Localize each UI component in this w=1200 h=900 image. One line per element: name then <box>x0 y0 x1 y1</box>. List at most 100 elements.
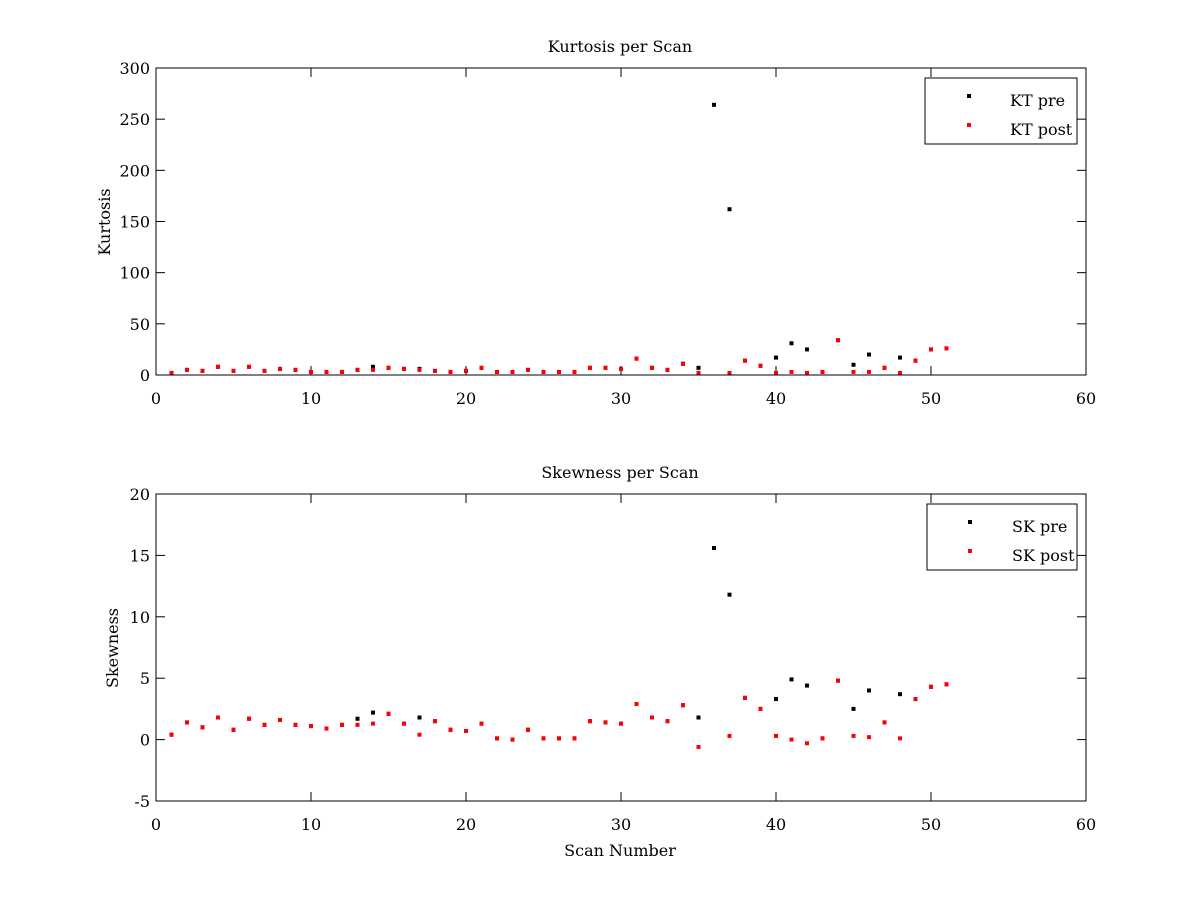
skewness-point-post <box>479 721 484 726</box>
kurtosis-point-post <box>417 367 422 372</box>
skewness-y-tick-label: 0 <box>140 731 150 750</box>
kurtosis-y-tick-label: 50 <box>130 315 150 334</box>
skewness-point-post <box>929 684 933 689</box>
kurtosis-y-axis-label: Kurtosis <box>95 188 114 255</box>
skewness-legend-box <box>926 503 1078 571</box>
skewness-x-tick-label: 10 <box>301 815 321 834</box>
kurtosis-point-pre <box>898 355 902 360</box>
kurtosis-y-tick-label: 200 <box>119 161 150 180</box>
kurtosis-point-post <box>727 370 732 375</box>
skewness-point-post <box>417 732 422 737</box>
kurtosis-x-tick-label: 0 <box>151 389 161 408</box>
skewness-point-post <box>665 719 670 724</box>
skewness-point-post <box>324 726 329 731</box>
skewness-point-post <box>789 737 794 742</box>
skewness-point-pre <box>898 692 902 697</box>
kurtosis-point-post <box>913 358 918 363</box>
kurtosis-point-post <box>479 365 484 370</box>
kurtosis-point-post <box>510 369 515 374</box>
skewness-y-tick-label: 5 <box>140 669 150 688</box>
skewness-point-post <box>820 736 825 741</box>
kurtosis-legend-label-pre: KT pre <box>1010 91 1065 110</box>
skewness-point-post <box>495 736 499 741</box>
skewness-point-post <box>727 733 732 738</box>
kurtosis-point-pre <box>712 102 716 107</box>
skewness-point-pre <box>417 715 422 720</box>
skewness-point-post <box>510 737 515 742</box>
kurtosis-point-post <box>371 367 375 372</box>
kurtosis-point-post <box>836 338 840 343</box>
kurtosis-x-tick-label: 50 <box>921 389 941 408</box>
skewness-point-post <box>557 736 561 741</box>
skewness-point-post <box>541 736 546 741</box>
kurtosis-point-post <box>882 365 887 370</box>
skewness-point-post <box>634 701 639 706</box>
skewness-point-post <box>588 719 592 724</box>
skewness-point-post <box>681 703 685 708</box>
kurtosis-y-tick-label: 250 <box>119 110 150 129</box>
skewness-point-pre <box>789 677 794 682</box>
skewness-point-post <box>758 706 763 711</box>
kurtosis-point-post <box>789 369 794 374</box>
skewness-point-post <box>851 733 856 738</box>
kurtosis-point-pre <box>789 341 794 346</box>
kurtosis-point-post <box>293 367 298 372</box>
skewness-point-post <box>619 721 623 726</box>
kurtosis-point-post <box>929 347 933 352</box>
kurtosis-y-tick-label: 150 <box>119 213 150 232</box>
kurtosis-point-post <box>216 364 220 369</box>
kurtosis-chart-title: Kurtosis per Scan <box>548 37 692 56</box>
kurtosis-x-tick-label: 10 <box>301 389 321 408</box>
kurtosis-point-post <box>247 364 251 369</box>
kurtosis-point-post <box>696 370 701 375</box>
kurtosis-point-pre <box>371 364 375 369</box>
skewness-x-tick-label: 40 <box>766 815 786 834</box>
kurtosis-point-post <box>185 367 189 372</box>
skewness-y-tick-label: 10 <box>130 608 150 627</box>
kurtosis-point-post <box>758 363 763 368</box>
skewness-point-pre <box>371 710 375 715</box>
kurtosis-y-tick-label: 0 <box>140 366 150 385</box>
kurtosis-point-post <box>386 365 391 370</box>
skewness-point-post <box>200 725 205 730</box>
kurtosis-point-post <box>867 369 871 374</box>
kurtosis-point-post <box>231 368 236 373</box>
kurtosis-point-post <box>169 370 174 375</box>
kurtosis-point-post <box>278 366 282 371</box>
skewness-point-pre <box>712 546 716 551</box>
skewness-point-post <box>185 720 189 725</box>
kurtosis-point-pre <box>867 352 871 357</box>
skewness-plot-frame <box>155 493 1087 802</box>
skewness-point-post <box>293 722 298 727</box>
kurtosis-point-post <box>355 367 360 372</box>
skewness-point-pre <box>696 715 701 720</box>
skewness-point-post <box>882 720 887 725</box>
kurtosis-x-tick-label: 40 <box>766 389 786 408</box>
skewness-point-post <box>402 721 406 726</box>
kurtosis-point-pre <box>727 207 732 212</box>
skewness-point-post <box>386 711 391 716</box>
skewness-point-post <box>944 682 949 687</box>
kurtosis-point-post <box>448 369 453 374</box>
skewness-legend-label-post: SK post <box>1012 546 1075 565</box>
skewness-point-pre <box>851 706 856 711</box>
kurtosis-legend: KT pre KT post <box>924 77 1078 145</box>
skewness-point-post <box>898 736 902 741</box>
skewness-y-tick-label: 20 <box>130 485 150 504</box>
kurtosis-point-post <box>541 369 546 374</box>
skewness-point-post <box>309 724 313 729</box>
skewness-x-tick-label: 20 <box>456 815 476 834</box>
kurtosis-point-post <box>324 369 329 374</box>
kurtosis-point-post <box>650 365 654 370</box>
skewness-point-post <box>526 727 530 732</box>
skewness-point-post <box>805 741 809 746</box>
kurtosis-point-pre <box>851 362 856 367</box>
skewness-chart-title: Skewness per Scan <box>541 463 698 482</box>
kurtosis-legend-marker-post <box>967 123 971 127</box>
skewness-x-axis-label: Scan Number <box>564 841 676 860</box>
kurtosis-plot-frame <box>155 67 1087 376</box>
kurtosis-point-post <box>944 346 949 351</box>
skewness-point-post <box>433 719 437 724</box>
